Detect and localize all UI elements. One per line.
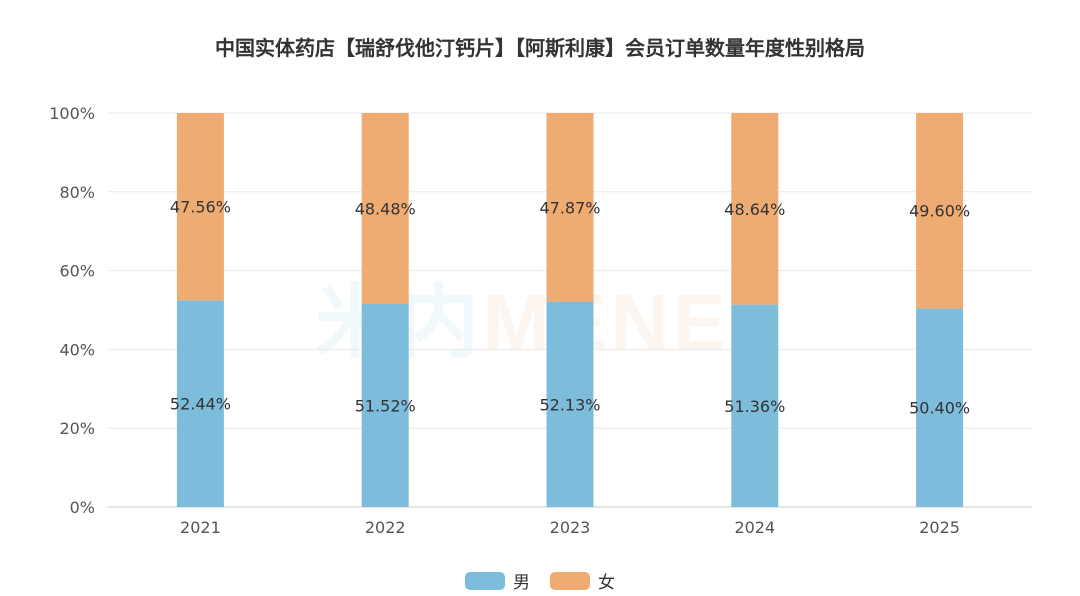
legend-swatch-male — [465, 571, 505, 590]
x-tick-label: 2024 — [734, 518, 775, 537]
bar-female — [731, 113, 779, 305]
legend-item-female[interactable]: 女 — [550, 568, 615, 593]
data-label: 47.87% — [539, 198, 600, 217]
bar-male — [546, 301, 594, 507]
legend-item-male[interactable]: 男 — [465, 568, 530, 593]
data-label: 52.44% — [170, 395, 231, 414]
bar-male — [361, 304, 409, 507]
y-tick-label: 80% — [59, 183, 95, 202]
bar-female — [546, 113, 594, 302]
legend: 男 女 — [0, 568, 1080, 593]
data-label: 51.52% — [355, 397, 416, 416]
data-label: 48.64% — [724, 200, 785, 219]
data-label: 52.13% — [539, 395, 600, 414]
data-label: 49.60% — [909, 202, 970, 221]
y-tick-label: 100% — [49, 104, 95, 123]
y-tick-label: 0% — [70, 498, 95, 517]
y-tick-label: 20% — [59, 419, 95, 438]
bar-male — [731, 304, 779, 507]
bar-female — [176, 113, 224, 301]
bar-male — [176, 300, 224, 507]
bar-male — [916, 308, 964, 507]
x-tick-label: 2025 — [919, 518, 960, 537]
y-tick-label: 40% — [59, 340, 95, 359]
legend-label-male: 男 — [513, 573, 530, 593]
data-label: 47.56% — [170, 198, 231, 217]
x-tick-label: 2023 — [550, 518, 591, 537]
watermark-part2: MENET — [483, 278, 783, 367]
bar-female — [361, 113, 409, 305]
data-label: 48.48% — [355, 200, 416, 219]
legend-swatch-female — [550, 571, 590, 590]
x-tick-label: 2021 — [180, 518, 221, 537]
data-label: 51.36% — [724, 397, 785, 416]
bar-female — [916, 113, 964, 309]
chart-title: 中国实体药店【瑞舒伐他汀钙片】【阿斯利康】会员订单数量年度性别格局 — [215, 36, 865, 60]
x-tick-label: 2022 — [365, 518, 406, 537]
data-label: 50.40% — [909, 399, 970, 418]
y-tick-label: 60% — [59, 262, 95, 281]
legend-label-female: 女 — [598, 573, 615, 593]
